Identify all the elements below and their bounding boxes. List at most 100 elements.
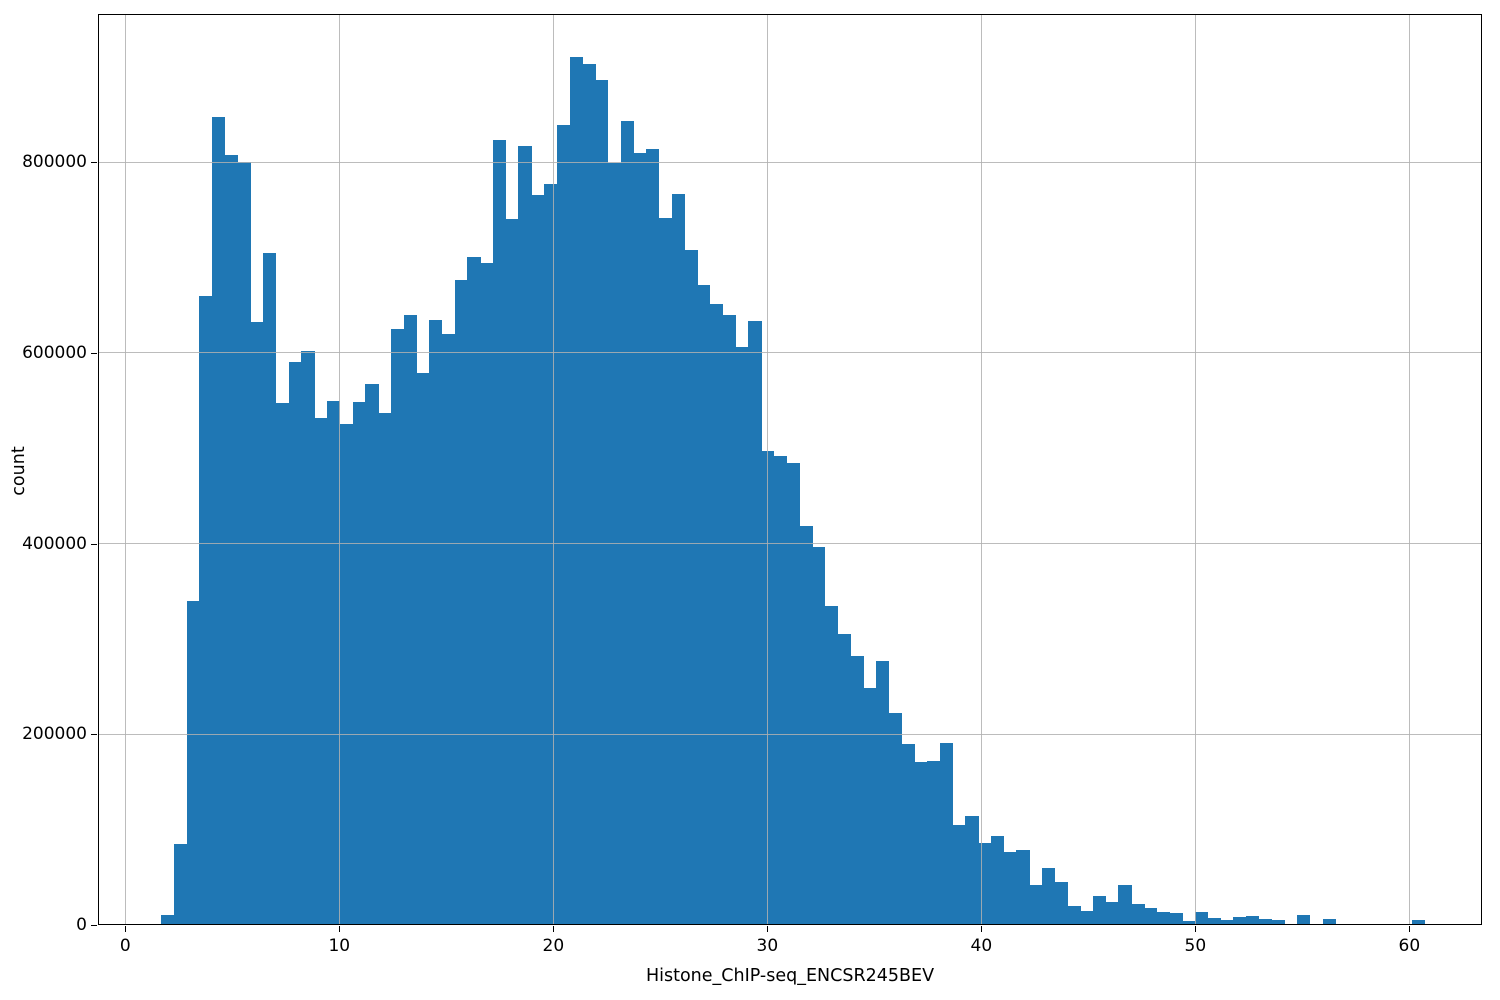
x-gridline — [766, 14, 768, 925]
histogram-bar — [901, 743, 915, 925]
histogram-bar — [595, 80, 609, 925]
histogram-bar — [186, 600, 200, 925]
histogram-bar — [1105, 902, 1119, 925]
y-gridline — [98, 161, 1482, 163]
x-gridline — [338, 14, 340, 925]
histogram-bar — [761, 451, 775, 925]
histogram-bar — [914, 761, 928, 925]
x-tick — [125, 926, 127, 932]
histogram-bar — [952, 824, 966, 925]
histogram-bar — [735, 347, 749, 925]
histogram-bar — [888, 713, 902, 925]
histogram-bar — [620, 121, 634, 925]
y-tick — [91, 734, 97, 736]
histogram-bar — [786, 462, 800, 925]
x-tick-label: 50 — [1184, 936, 1207, 956]
histogram-bar — [1246, 916, 1260, 925]
histogram-bar — [1003, 851, 1017, 925]
x-gridline — [1194, 14, 1196, 925]
histogram-bar — [250, 322, 264, 925]
x-tick-label: 30 — [756, 936, 779, 956]
histogram-bar — [773, 455, 788, 925]
x-tick — [553, 926, 555, 932]
histogram-bar — [1322, 918, 1336, 925]
histogram-bar — [812, 546, 826, 925]
histogram-bar — [1092, 896, 1107, 925]
histogram-bar — [467, 256, 481, 925]
histogram-bar — [441, 333, 456, 925]
histogram-bar — [1182, 920, 1196, 925]
histogram-bar — [314, 417, 328, 925]
y-tick — [91, 543, 97, 545]
histogram-bar — [1258, 919, 1273, 925]
histogram-bar — [1041, 867, 1056, 925]
bars-layer — [98, 14, 1482, 925]
x-gridline — [1408, 14, 1410, 925]
histogram-bar — [1412, 920, 1426, 925]
histogram-bar — [352, 401, 366, 925]
histogram-bar — [824, 605, 839, 925]
histogram-bar — [1131, 904, 1145, 925]
y-tick — [91, 925, 97, 926]
histogram-bar — [288, 362, 302, 925]
x-axis-label: Histone_ChIP-seq_ENCSR245BEV — [645, 966, 935, 986]
y-gridline — [98, 733, 1482, 735]
histogram-bar — [403, 314, 417, 925]
histogram-bar — [722, 314, 736, 925]
histogram-bar — [429, 319, 443, 925]
histogram-bar — [173, 843, 188, 925]
x-tick — [1195, 926, 1197, 932]
histogram-bar — [1169, 913, 1183, 925]
y-tick-label: 600000 — [22, 342, 87, 363]
histogram-bar — [965, 816, 979, 925]
histogram-bar — [709, 304, 724, 925]
histogram-bar — [927, 761, 941, 925]
histogram-bar — [518, 146, 532, 925]
plot-spine — [98, 14, 1482, 925]
histogram-bar — [1309, 924, 1324, 925]
histogram-bar — [939, 742, 954, 925]
histogram-bar — [633, 152, 647, 925]
histogram-bar — [531, 194, 545, 925]
histogram-bar — [365, 384, 379, 925]
histogram-bar — [863, 687, 877, 925]
histogram-bar — [161, 915, 175, 925]
histogram-bar — [684, 249, 698, 925]
histogram-bar — [301, 351, 315, 925]
y-tick-label: 800000 — [22, 152, 87, 173]
histogram-bar — [697, 285, 711, 925]
histogram-bar — [237, 162, 251, 925]
histogram-bar — [658, 217, 673, 925]
y-tick — [91, 352, 97, 354]
histogram-bar — [1207, 918, 1222, 925]
histogram-bar — [544, 184, 558, 925]
histogram-bar — [748, 320, 762, 925]
histogram-bar — [1029, 884, 1043, 925]
x-tick — [767, 926, 769, 932]
histogram-bar — [492, 140, 507, 925]
histogram-bar — [263, 252, 277, 925]
histogram-bar — [990, 836, 1005, 925]
y-tick — [91, 162, 97, 164]
histogram-bar — [556, 125, 571, 925]
histogram-bar — [646, 148, 660, 925]
histogram-bar — [454, 279, 468, 925]
histogram-bar — [1284, 923, 1298, 925]
histogram-bar — [275, 402, 290, 925]
histogram-bar — [378, 413, 392, 925]
histogram-bar — [339, 424, 354, 925]
grid-layer — [98, 14, 1482, 925]
x-tick-label: 60 — [1398, 936, 1421, 956]
histogram-bar — [875, 660, 890, 925]
histogram-bar — [390, 329, 405, 925]
histogram-bar — [505, 219, 519, 925]
histogram-bar — [1118, 884, 1132, 925]
histogram-bar — [1233, 917, 1247, 925]
y-gridline — [98, 352, 1482, 354]
x-tick-label: 0 — [119, 936, 131, 956]
x-tick-label: 20 — [542, 936, 565, 956]
histogram-bar — [224, 154, 239, 925]
histogram-bar — [480, 263, 494, 925]
histogram-bar — [1054, 882, 1068, 925]
